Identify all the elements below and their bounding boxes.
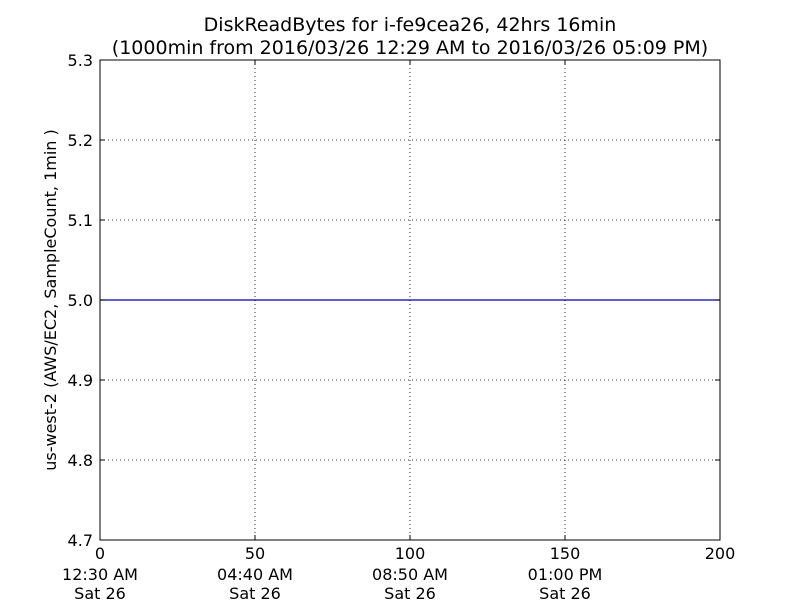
x-tick-day-label: Sat 26 [229,584,281,600]
x-tick-time-label: 04:40 AM [217,565,293,584]
y-tick-label: 5.0 [68,291,93,310]
x-tick-day-label: Sat 26 [384,584,436,600]
y-tick-label: 5.3 [68,51,93,70]
x-tick-label: 50 [245,544,265,563]
y-tick-label: 5.2 [68,131,93,150]
x-tick-label: 150 [550,544,581,563]
y-axis-label: us-west-2 (AWS/EC2, SampleCount, 1min ) [41,129,60,471]
chart-title-line1: DiskReadBytes for i-fe9cea26, 42hrs 16mi… [204,14,617,36]
x-tick-time-label: 08:50 AM [372,565,448,584]
x-tick-label: 200 [705,544,736,563]
x-tick-time-label: 01:00 PM [528,565,603,584]
x-tick-label: 100 [395,544,426,563]
chart-title-line2: (1000min from 2016/03/26 12:29 AM to 201… [112,37,708,59]
y-tick-label: 4.7 [68,531,93,550]
y-tick-label: 5.1 [68,211,93,230]
y-tick-label: 4.8 [68,451,93,470]
x-tick-time-label: 12:30 AM [62,565,138,584]
y-tick-label: 4.9 [68,371,93,390]
x-tick-day-label: Sat 26 [539,584,591,600]
x-tick-day-label: Sat 26 [74,584,126,600]
x-tick-label: 0 [95,544,105,563]
